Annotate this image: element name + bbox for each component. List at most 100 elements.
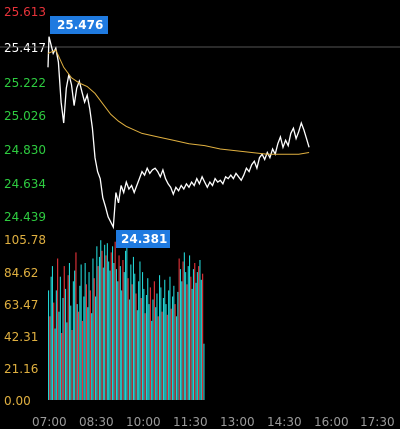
volume-bar [128,299,130,400]
volume-bar [149,287,151,400]
time-tick-2: 10:00 [126,415,161,429]
price-line [47,36,310,230]
volume-bar [189,255,191,400]
volume-bar [183,252,185,400]
volume-bar [76,304,78,400]
callout-high-label: 25.476 [57,18,103,32]
price-tick-1: 25.417 [4,41,46,55]
volume-bar [55,290,57,400]
volume-bar [199,260,201,400]
volume-bar [75,252,77,400]
volume-bar [195,282,197,400]
volume-bar [97,266,99,400]
volume-bar [152,299,154,400]
volume-bar [166,314,168,400]
price-tick-2: 25.222 [4,76,46,90]
time-tick-6: 16:00 [314,415,349,429]
volume-bar [91,313,93,400]
volume-bar [100,240,102,400]
price-lines [47,36,310,230]
volume-bar [145,295,147,400]
price-tick-6: 24.439 [4,210,46,224]
volume-bar [179,269,181,400]
volume-bar [181,281,183,400]
callout-low-box [116,230,170,248]
volume-bar [187,266,189,400]
volume-bar [104,244,106,400]
price-axis: 25.613 25.417 25.222 25.026 24.830 24.63… [4,5,46,224]
volume-bar [203,343,205,400]
volume-bar [138,281,140,400]
volume-bar [196,272,198,400]
time-tick-0: 07:00 [32,415,67,429]
volume-bar [74,270,76,400]
volume-bar [66,322,68,400]
volume-bar [172,296,174,400]
time-tick-7: 17:30 [360,415,395,429]
volume-bar [96,246,98,400]
volume-bar [126,243,128,400]
volume-bar [160,287,162,400]
volume-bar [108,261,110,400]
callout-low: 24.381 [116,230,170,248]
volume-bar [51,266,53,400]
volume-bar [121,290,123,400]
volume-bar [72,281,74,400]
volume-bar [153,281,155,400]
volume-bar [143,288,145,400]
volume-bar [70,305,72,400]
volume-bar [106,243,108,400]
volume-tick-2: 63.47 [4,298,38,312]
volume-bar [177,291,179,400]
price-tick-0: 25.613 [4,5,46,19]
volume-bar [135,293,137,400]
volume-bar [105,255,107,400]
volume-bar [202,273,204,400]
volume-bar [130,264,132,400]
volume-bar [190,276,192,400]
volume-bar [53,302,55,400]
volume-bar [165,304,167,400]
volume-bar [170,308,172,400]
volume-bar [88,272,90,400]
volume-tick-1: 84.62 [4,266,38,280]
volume-bar [63,266,65,400]
volume-bar [186,284,188,400]
volume-bar [162,298,164,400]
volume-bar [113,263,115,400]
volume-bar [144,313,146,400]
price-tick-3: 25.026 [4,109,46,123]
time-tick-3: 11:30 [173,415,208,429]
volume-bar [117,281,119,400]
time-axis: 07:00 08:30 10:00 11:30 13:00 14:30 16:0… [32,415,395,429]
volume-bar [198,266,200,400]
volume-bars [48,240,205,400]
volume-bar [85,284,87,400]
volume-tick-5: 0.00 [4,394,31,408]
volume-tick-0: 105.78 [4,233,46,247]
volume-bar [156,293,158,400]
volume-bar [185,272,187,400]
volume-bar [139,261,141,400]
volume-bar [140,298,142,400]
volume-bar [127,278,129,400]
volume-bar [89,290,91,400]
callout-high: 25.476 [50,16,108,34]
volume-bar [173,285,175,400]
volume-bar [49,316,51,400]
volume-bar [151,320,153,400]
time-tick-1: 08:30 [79,415,114,429]
volume-bar [62,298,64,400]
callout-low-label: 24.381 [121,232,167,246]
volume-bar [101,250,103,400]
volume-bar [54,328,56,400]
volume-bar [48,290,50,400]
volume-bar [191,288,193,400]
volume-bar [169,276,171,400]
volume-bar [98,256,100,400]
volume-bar [174,304,176,400]
volume-bar [109,270,111,400]
volume-tick-3: 42.31 [4,330,38,344]
volume-bar [81,320,83,400]
